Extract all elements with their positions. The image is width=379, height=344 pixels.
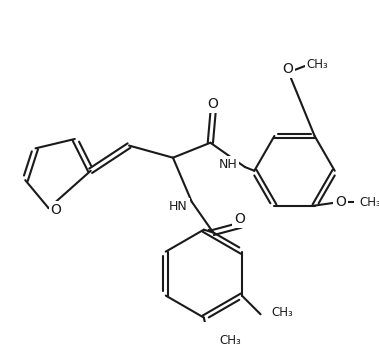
Text: CH₃: CH₃ [220,334,241,344]
Text: HN: HN [169,200,188,213]
Text: O: O [207,97,218,111]
Text: CH₃: CH₃ [307,58,329,71]
Text: O: O [282,62,293,76]
Text: O: O [335,195,346,209]
Text: CH₃: CH₃ [359,196,379,209]
Text: NH: NH [219,158,238,171]
Text: CH₃: CH₃ [272,306,294,319]
Text: O: O [234,212,245,226]
Text: O: O [51,203,61,217]
